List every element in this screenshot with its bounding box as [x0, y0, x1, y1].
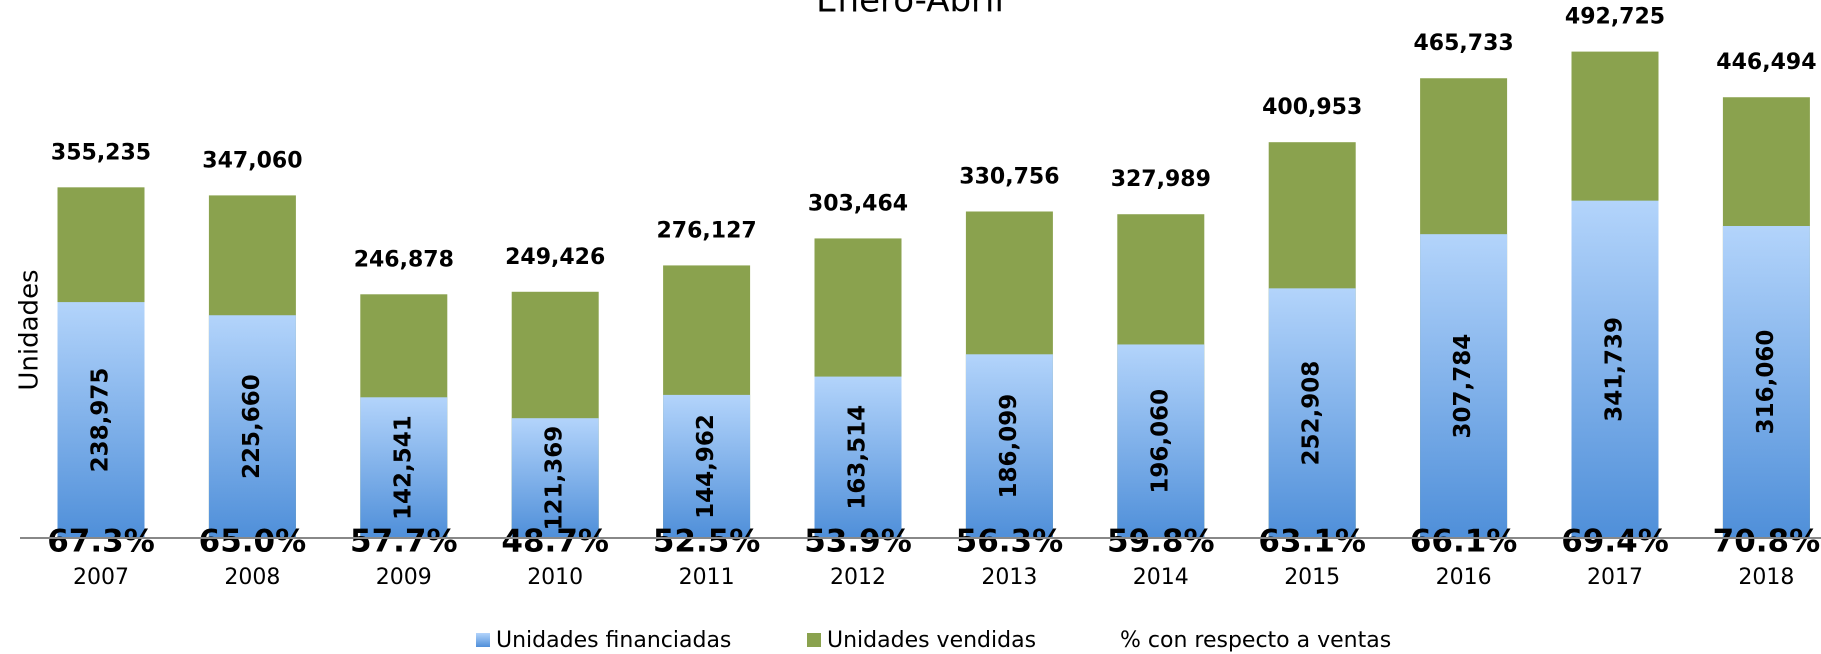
x-tick-label: 2018 — [1738, 565, 1794, 590]
percent-label: 59.8% — [1107, 524, 1215, 560]
percent-label: 65.0% — [199, 524, 307, 560]
legend-label: Unidades financiadas — [496, 628, 731, 653]
bar-financiadas — [208, 315, 296, 538]
total-label: 465,733 — [1413, 31, 1513, 56]
financed-label: 186,099 — [996, 394, 1022, 499]
financed-label: 144,962 — [693, 414, 719, 519]
bar-financiadas — [360, 397, 448, 538]
bar-financiadas — [965, 354, 1053, 538]
x-tick-label: 2016 — [1436, 565, 1492, 590]
bar-financiadas — [1117, 344, 1205, 538]
x-tick-label: 2015 — [1284, 565, 1340, 590]
bar-financiadas — [1268, 288, 1356, 538]
bar-financiadas — [1722, 225, 1810, 538]
legend-swatch — [476, 633, 490, 647]
legend-label: % con respecto a ventas — [1120, 628, 1391, 653]
x-tick-label: 2009 — [376, 565, 432, 590]
total-label: 327,989 — [1111, 167, 1211, 192]
percent-label: 56.3% — [956, 524, 1064, 560]
bar-financiadas — [814, 376, 902, 538]
x-tick-label: 2013 — [981, 565, 1037, 590]
percent-label: 53.9% — [804, 524, 912, 560]
financed-label: 252,908 — [1299, 361, 1325, 466]
y-axis-label: Unidades — [15, 269, 45, 390]
financed-label: 316,060 — [1753, 330, 1779, 435]
financed-label: 225,660 — [239, 374, 265, 479]
percent-label: 48.7% — [501, 524, 609, 560]
financed-label: 307,784 — [1450, 334, 1476, 439]
bar-financiadas — [57, 302, 145, 538]
x-tick-label: 2017 — [1587, 565, 1643, 590]
x-tick-label: 2007 — [73, 565, 129, 590]
total-label: 347,060 — [202, 148, 302, 173]
total-label: 355,235 — [51, 140, 151, 165]
chart-title: Enero-Abril — [816, 0, 1004, 21]
financed-label: 196,060 — [1147, 389, 1173, 494]
percent-label: 69.4% — [1561, 524, 1669, 560]
bar-financiadas — [1571, 200, 1659, 538]
bar-financiadas — [511, 418, 599, 538]
x-tick-label: 2008 — [224, 565, 280, 590]
total-label: 303,464 — [808, 191, 908, 216]
x-tick-label: 2014 — [1133, 565, 1189, 590]
legend-swatch — [807, 633, 821, 647]
x-tick-label: 2010 — [527, 565, 583, 590]
percent-label: 66.1% — [1410, 524, 1518, 560]
total-label: 400,953 — [1262, 95, 1362, 120]
financed-label: 142,541 — [390, 415, 416, 520]
total-label: 492,725 — [1565, 5, 1665, 30]
financed-label: 121,369 — [542, 426, 568, 531]
bar-financiadas — [1420, 234, 1508, 538]
percent-label: 67.3% — [47, 524, 155, 560]
percent-label: 70.8% — [1713, 524, 1821, 560]
total-label: 249,426 — [505, 245, 605, 270]
percent-label: 63.1% — [1258, 524, 1366, 560]
total-label: 276,127 — [656, 218, 756, 243]
legend-label: Unidades vendidas — [827, 628, 1036, 653]
bar-financiadas — [663, 394, 751, 538]
total-label: 246,878 — [354, 247, 454, 272]
percent-label: 57.7% — [350, 524, 458, 560]
percent-label: 52.5% — [653, 524, 761, 560]
financed-label: 238,975 — [88, 368, 114, 473]
total-label: 330,756 — [959, 164, 1059, 189]
x-tick-label: 2012 — [830, 565, 886, 590]
financed-label: 341,739 — [1602, 317, 1628, 422]
financed-label: 163,514 — [845, 405, 871, 510]
x-tick-label: 2011 — [679, 565, 735, 590]
total-label: 446,494 — [1716, 50, 1816, 75]
